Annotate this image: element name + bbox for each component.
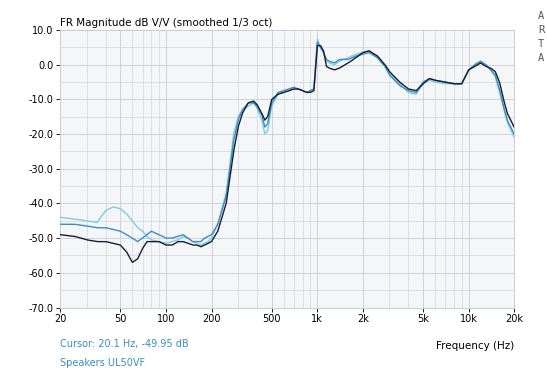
Text: Speakers UL50VF: Speakers UL50VF xyxy=(60,358,146,368)
X-axis label: Frequency (Hz): Frequency (Hz) xyxy=(436,341,514,351)
Text: FR Magnitude dB V/V (smoothed 1/3 oct): FR Magnitude dB V/V (smoothed 1/3 oct) xyxy=(60,18,272,28)
Text: A
R
T
A: A R T A xyxy=(538,11,544,63)
Text: Cursor: 20.1 Hz, -49.95 dB: Cursor: 20.1 Hz, -49.95 dB xyxy=(60,339,189,350)
